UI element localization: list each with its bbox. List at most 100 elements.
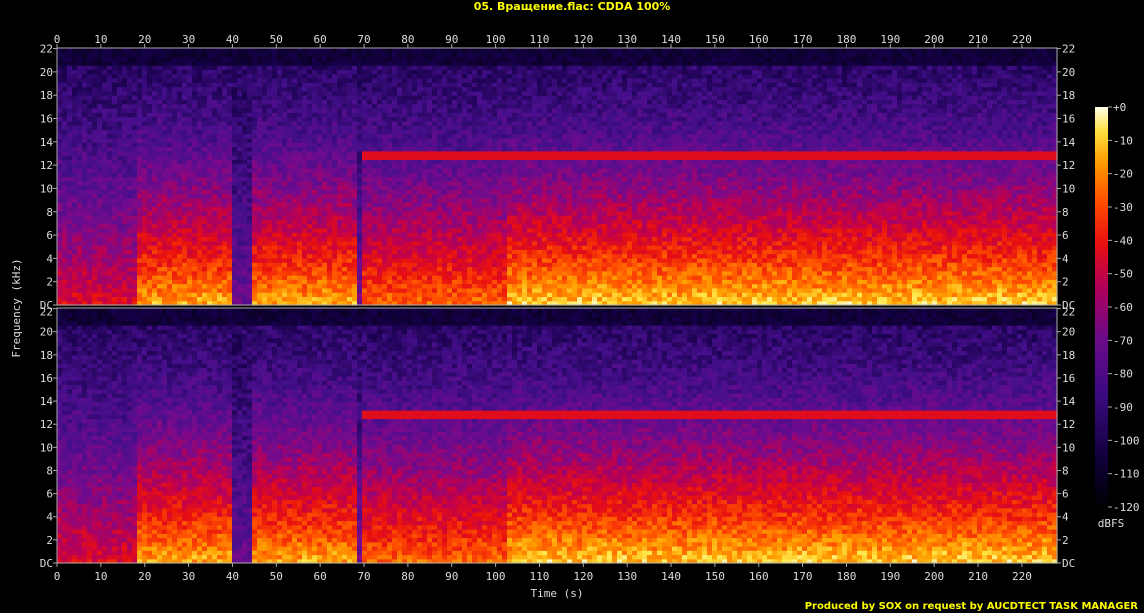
y-tick-label: 8 <box>1062 464 1069 477</box>
x-tick-label: 40 <box>226 570 239 583</box>
x-tick-label: 0 <box>54 33 61 46</box>
y-tick-label: 18 <box>1062 89 1075 102</box>
x-tick-label: 190 <box>880 33 900 46</box>
x-tick-label: 130 <box>617 570 637 583</box>
colorbar-tick-label: -100 <box>1113 434 1140 447</box>
colorbar-tick-label: -80 <box>1113 368 1133 381</box>
credit-text: Produced by SOX on request by AUCDTECT T… <box>805 601 1139 612</box>
x-tick-label: 90 <box>445 33 458 46</box>
y-tick-label: 4 <box>1062 511 1069 524</box>
y-tick-label: 6 <box>1062 488 1069 501</box>
y-tick-label: 6 <box>1062 229 1069 242</box>
colorbar-tick-label: -40 <box>1113 234 1133 247</box>
chart-title: 05. Вращение.flac: CDDA 100% <box>474 0 671 13</box>
y-tick-label: 4 <box>1062 252 1069 265</box>
x-tick-label: 200 <box>924 33 944 46</box>
y-tick-label: 14 <box>40 395 54 408</box>
x-tick-label: 90 <box>445 570 458 583</box>
y-tick-label: 12 <box>1062 159 1075 172</box>
x-tick-label: 150 <box>705 33 725 46</box>
x-tick-label: 130 <box>617 33 637 46</box>
y-tick-label: 20 <box>40 66 53 79</box>
x-tick-label: 80 <box>401 33 414 46</box>
colorbar-tick-label: -70 <box>1113 334 1133 347</box>
x-tick-label: 120 <box>573 570 593 583</box>
y-tick-label: 16 <box>1062 113 1075 126</box>
y-tick-label: 10 <box>1062 441 1075 454</box>
y-tick-label: 6 <box>46 488 53 501</box>
x-tick-label: 40 <box>226 33 239 46</box>
spectrogram-channel-1 <box>57 48 1058 306</box>
x-tick-label: 50 <box>270 570 283 583</box>
y-tick-label: 12 <box>40 159 53 172</box>
y-tick-label: 14 <box>1062 395 1076 408</box>
y-tick-label: DC <box>1062 557 1075 570</box>
x-tick-label: 170 <box>793 570 813 583</box>
colorbar-tick-label: -120 <box>1113 501 1140 514</box>
y-tick-label: 16 <box>1062 372 1075 385</box>
y-tick-label: 20 <box>1062 66 1075 79</box>
y-tick-label: 4 <box>46 252 53 265</box>
x-tick-label: 30 <box>182 570 195 583</box>
colorbar-label: dBFS <box>1098 517 1125 530</box>
colorbar-tick-label: -60 <box>1113 301 1133 314</box>
y-tick-label: 14 <box>40 136 54 149</box>
x-axis-label: Time (s) <box>531 587 584 600</box>
y-tick-label: 22 <box>1062 306 1075 319</box>
x-tick-label: 220 <box>1012 570 1032 583</box>
colorbar-tick-label: -10 <box>1113 134 1133 147</box>
y-tick-label: 18 <box>40 349 53 362</box>
colorbar <box>1095 107 1108 507</box>
x-tick-label: 180 <box>837 570 857 583</box>
x-tick-label: 10 <box>94 33 107 46</box>
colorbar-tick-label: -30 <box>1113 201 1133 214</box>
x-tick-label: 30 <box>182 33 195 46</box>
y-axis-label: Frequency (kHz) <box>10 258 23 357</box>
y-tick-label: 20 <box>1062 326 1075 339</box>
y-tick-label: 10 <box>1062 182 1075 195</box>
y-tick-label: 22 <box>40 43 53 56</box>
x-tick-label: 0 <box>54 570 61 583</box>
y-tick-label: 14 <box>1062 136 1076 149</box>
x-tick-label: 200 <box>924 570 944 583</box>
x-tick-label: 20 <box>138 33 151 46</box>
y-tick-label: 4 <box>46 511 53 524</box>
x-tick-label: 10 <box>94 570 107 583</box>
x-tick-label: 210 <box>968 33 988 46</box>
x-tick-label: 140 <box>661 33 681 46</box>
x-tick-label: 70 <box>357 570 370 583</box>
x-tick-label: 160 <box>749 33 769 46</box>
y-tick-label: 20 <box>40 326 53 339</box>
y-tick-label: 22 <box>40 306 53 319</box>
x-tick-label: 20 <box>138 570 151 583</box>
x-tick-label: 50 <box>270 33 283 46</box>
x-tick-label: 110 <box>530 33 550 46</box>
x-tick-label: 190 <box>880 570 900 583</box>
x-tick-label: 220 <box>1012 33 1032 46</box>
x-tick-label: 150 <box>705 570 725 583</box>
y-tick-label: 2 <box>1062 276 1069 289</box>
y-tick-label: 18 <box>40 89 53 102</box>
y-tick-label: 6 <box>46 229 53 242</box>
x-tick-label: 100 <box>486 570 506 583</box>
x-tick-label: 120 <box>573 33 593 46</box>
x-tick-label: 170 <box>793 33 813 46</box>
y-tick-label: 2 <box>46 276 53 289</box>
x-tick-label: 60 <box>314 570 327 583</box>
x-tick-label: 180 <box>837 33 857 46</box>
y-tick-label: 22 <box>1062 43 1075 56</box>
y-tick-label: 12 <box>40 418 53 431</box>
x-tick-label: 80 <box>401 570 414 583</box>
x-tick-label: 210 <box>968 570 988 583</box>
colorbar-tick-label: +0 <box>1113 101 1126 114</box>
y-tick-label: 12 <box>1062 418 1075 431</box>
colorbar-ticks: +0-10-20-30-40-50-60-70-80-90-100-110-12… <box>1108 101 1140 514</box>
y-tick-label: 2 <box>1062 534 1069 547</box>
y-tick-label: 2 <box>46 534 53 547</box>
x-tick-label: 100 <box>486 33 506 46</box>
colorbar-tick-label: -110 <box>1113 468 1140 481</box>
x-axis-bottom: 0 10 20 30 40 50 60 70 80 90 100 110 120 130 140 150 160… <box>54 563 1032 583</box>
x-tick-label: 160 <box>749 570 769 583</box>
x-tick-label: 140 <box>661 570 681 583</box>
